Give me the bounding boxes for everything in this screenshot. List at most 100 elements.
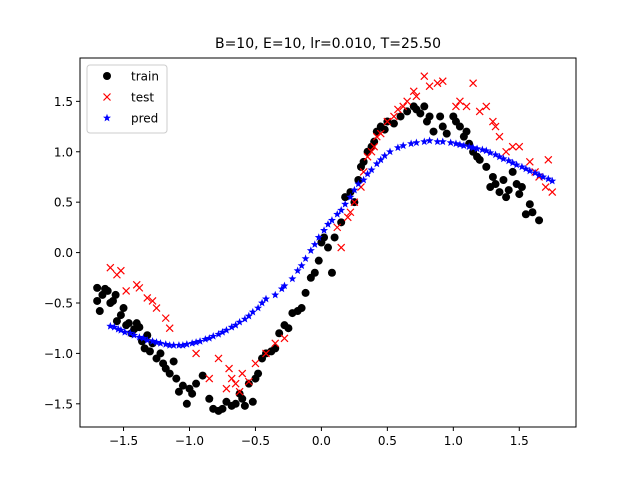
pred-point [280, 281, 289, 290]
test-point [205, 374, 214, 383]
pred-point [333, 210, 342, 218]
pred-point [320, 226, 329, 234]
test-point [214, 354, 223, 363]
test-point [235, 387, 244, 396]
train-point [320, 233, 329, 242]
train-point [429, 127, 438, 136]
test-point-stroke [370, 142, 379, 151]
legend-item-test: test [103, 91, 154, 105]
pred-point [231, 320, 240, 329]
test-point-stroke [346, 208, 355, 217]
test-point [515, 142, 524, 151]
pred-point [517, 162, 526, 171]
x-tick-label: 1.5 [510, 434, 529, 448]
test-point-stroke [227, 374, 236, 383]
pred-point [451, 139, 460, 148]
series-train [93, 102, 544, 415]
train-point [330, 233, 339, 242]
y-tick-label: 1.0 [54, 145, 73, 159]
train-point [218, 404, 227, 413]
test-point [495, 132, 504, 141]
train-point [475, 155, 484, 164]
pred-point [433, 137, 442, 146]
test-point-stroke [363, 152, 372, 161]
pred-point [156, 339, 165, 347]
legend-item-pred: pred [103, 112, 158, 126]
train-point [240, 401, 249, 410]
pred-point [135, 333, 144, 341]
y-axis: −1.5 −1.0 −0.5 0.0 0.5 1.0 1.5 [44, 95, 80, 411]
pred-point [301, 254, 310, 263]
test-point-stroke [469, 79, 478, 88]
train-point [370, 137, 379, 146]
pred-point [139, 334, 148, 342]
test-point-stroke [343, 213, 352, 222]
test-point [541, 183, 550, 191]
pred-point [512, 160, 521, 169]
test-point [337, 243, 346, 252]
train-point [442, 129, 451, 138]
train-point [403, 107, 412, 116]
test-point [508, 142, 517, 151]
pred-point [363, 169, 372, 178]
pred-point [420, 137, 429, 146]
test-point [399, 102, 408, 111]
pred-point [386, 147, 394, 156]
train-point [165, 369, 174, 378]
pred-point [196, 337, 205, 345]
test-point-stroke [376, 129, 385, 138]
test-point [333, 223, 342, 232]
pred-point [525, 166, 534, 175]
pred-point [235, 317, 244, 326]
pred-point [350, 185, 359, 194]
train-point [111, 290, 120, 299]
test-point-stroke [161, 314, 170, 323]
test-point-stroke [333, 223, 342, 232]
test-point-stroke [135, 283, 144, 292]
train-point [521, 210, 530, 219]
test-point-stroke [403, 97, 412, 106]
test-point-stroke [462, 102, 471, 111]
test-point-stroke [280, 334, 289, 343]
train-point [248, 397, 257, 406]
test-point [222, 384, 231, 393]
train-point [301, 288, 310, 297]
pred-point [393, 143, 402, 152]
train-point [425, 112, 434, 121]
x-tick-label: −1.5 [109, 434, 138, 448]
test-point-stroke [238, 369, 247, 378]
pred-point [178, 341, 187, 349]
test-point [475, 107, 484, 116]
pred-point [120, 328, 129, 336]
pred-point [535, 170, 544, 179]
legend-label-pred: pred [131, 112, 158, 126]
pred-point [499, 154, 508, 163]
test-point [393, 105, 402, 114]
test-point-stroke [192, 349, 201, 358]
pred-point [240, 314, 249, 323]
test-point-stroke [262, 349, 270, 358]
train-point [438, 122, 447, 131]
test-point-stroke [525, 157, 534, 166]
pred-point [425, 136, 434, 145]
test-point [488, 117, 497, 126]
train-point [93, 296, 102, 305]
train-point [389, 119, 398, 128]
pred-point [337, 206, 346, 214]
pred-point [531, 168, 540, 177]
test-point-stroke [502, 147, 511, 156]
train-point [327, 268, 336, 277]
y-tick-label: 0.5 [54, 196, 73, 210]
test-point [491, 122, 500, 131]
test-point [412, 92, 421, 101]
test-point-stroke [495, 132, 504, 141]
test-point [420, 72, 429, 81]
train-point [502, 193, 511, 202]
pred-point [214, 330, 223, 338]
pred-point [544, 174, 553, 183]
chart-title: B=10, E=10, lr=0.010, T=25.50 [215, 36, 441, 52]
test-point [469, 79, 478, 88]
pred-point [508, 158, 517, 167]
test-point [548, 188, 557, 197]
test-point-stroke [412, 92, 421, 101]
